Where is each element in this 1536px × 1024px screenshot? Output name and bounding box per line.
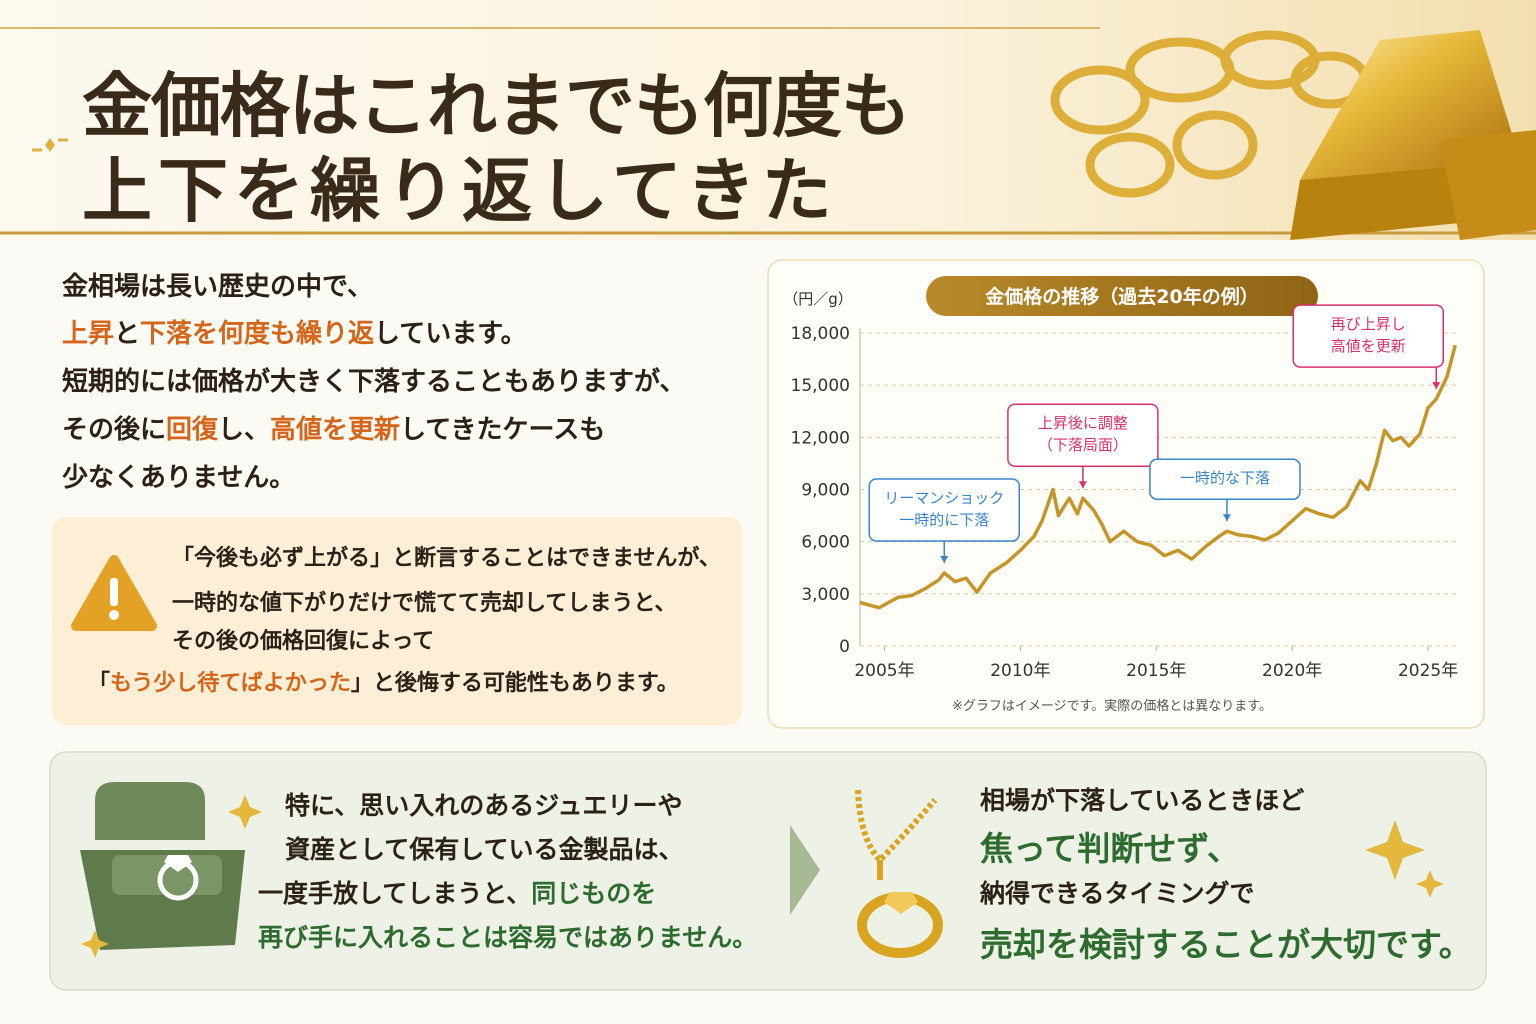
text-segment: してきたケースも — [400, 415, 606, 445]
x-tick-label: 2005年 — [854, 661, 914, 681]
text-segment: 売却を検討することが大切です。 — [980, 925, 1472, 964]
text-segment: 相場が下落しているときほど — [980, 786, 1305, 815]
callout-text: 上昇後に調整 — [1038, 414, 1128, 432]
callout-box — [1292, 304, 1445, 368]
title-line: 上下を繰り返してきた — [82, 149, 838, 232]
y-tick-label: 12,000 — [791, 428, 850, 448]
price-line — [859, 344, 1457, 610]
x-tick-label: 2025年 — [1398, 661, 1458, 681]
text-line: 特に、思い入れのあるジュエリーや — [285, 786, 683, 822]
callout-text: リーマンショック — [884, 489, 1004, 507]
text-line: 資産として保有している金製品は、 — [285, 830, 684, 866]
text-segment: 金相場は長い歴史の中で、 — [62, 272, 373, 302]
text-segment: 同じものを — [531, 879, 657, 908]
callout-arrow — [1078, 481, 1087, 489]
callout-arrow — [940, 555, 949, 563]
y-tick-label: 6,000 — [801, 533, 850, 553]
text-segment: し、 — [218, 415, 271, 445]
text-line: 売却を検討することが大切です。 — [980, 918, 1472, 966]
notice-box — [52, 517, 742, 725]
chart: 金価格の推移（過去20年の例） （円／g） 0 3,000 6,000 9,000 12,0… — [783, 276, 1458, 714]
y-tick-label: 18,000 — [791, 324, 850, 344]
y-tick-label: 15,000 — [791, 376, 850, 396]
text-segment: 焦って判断せず、 — [980, 829, 1241, 868]
text-segment: 」と後悔する可能性もあります。 — [350, 671, 679, 696]
text-line: 焦って判断せず、 — [980, 822, 1240, 870]
text-segment: しています。 — [374, 319, 527, 349]
y-unit: （円／g） — [783, 290, 853, 308]
text-segment: と — [114, 319, 141, 349]
callout-text: 高値を更新 — [1331, 337, 1406, 355]
text-segment: 資産として保有している金製品は、 — [285, 835, 684, 864]
text-line: 相場が下落しているときほど — [980, 781, 1304, 817]
chart-title-bg — [926, 276, 1318, 316]
chart-panel — [767, 259, 1485, 729]
text-segment: その後に — [62, 415, 167, 445]
text-line: 再び手に入れることは容易ではありません。 — [258, 918, 757, 954]
y-tick-label: 0 — [839, 637, 850, 657]
text-segment: 納得できるタイミングで — [980, 879, 1255, 908]
text-segment: 「 — [88, 671, 111, 696]
y-tick-label: 9,000 — [801, 481, 850, 501]
text-line: その後に回復し、高値を更新してきたケースも — [62, 409, 605, 446]
text-segment: 高値を更新 — [270, 415, 401, 445]
callout-box — [1007, 403, 1159, 467]
text-segment: 特に、思い入れのあるジュエリーや — [285, 791, 683, 820]
x-tick-label: 2020年 — [1262, 661, 1322, 681]
sparkles — [81, 795, 1444, 958]
text-segment: その後の価格回復によって — [172, 629, 435, 654]
text-line: 少なくありません。 — [62, 457, 295, 494]
text-segment: 「今後も必ず上がる」と断言することはできませんが、 — [172, 546, 721, 571]
text-line: 一時的な値下がりだけで慌てて売却してしまうと、 — [172, 585, 676, 617]
callout-box — [868, 478, 1021, 542]
text-line: 金相場は長い歴史の中で、 — [62, 266, 373, 303]
text-line: 「もう少し待てばよかった」と後悔する可能性もあります。 — [88, 665, 679, 697]
warning-icon — [71, 555, 157, 631]
ring-gem — [884, 892, 918, 914]
text-line: その後の価格回復によって — [172, 623, 434, 655]
chart-title: 金価格の推移（過去20年の例） — [985, 285, 1258, 308]
y-tick-label: 3,000 — [801, 585, 850, 605]
text-line: 「今後も必ず上がる」と断言することはできませんが、 — [172, 540, 721, 572]
arrow — [790, 825, 820, 915]
sparkle — [32, 138, 68, 152]
x-tick-label: 2010年 — [990, 661, 1050, 681]
text-segment: 下落を何度も繰り返 — [140, 319, 375, 349]
callout: 上昇後に調整 （下落局面） — [1007, 403, 1159, 489]
callout-box — [1149, 458, 1301, 500]
callout-text: 一時的に下落 — [899, 511, 989, 529]
text-segment: 再び手に入れることは容易ではありません。 — [258, 923, 758, 952]
text-segment: 少なくありません。 — [62, 463, 296, 493]
title-line: 金価格はこれまでも何度も — [82, 64, 911, 147]
text-segment: 一時的な値下がりだけで慌てて売却してしまうと、 — [172, 591, 677, 616]
text-segment: 上昇 — [62, 319, 115, 349]
callout-text: 一時的な下落 — [1180, 469, 1270, 487]
text-line: 短期的には価格が大きく下落することもありますが、 — [62, 361, 685, 398]
text-line: 一度手放してしまうと、同じものを — [258, 874, 656, 910]
gold-bar — [1290, 30, 1536, 240]
text-segment: 回復 — [166, 415, 219, 445]
chains — [1050, 30, 1370, 198]
ring-box — [80, 782, 245, 950]
x-tick-label: 2015年 — [1126, 661, 1186, 681]
text-segment: もう少し待てばよかった — [110, 671, 351, 696]
chart-note: ※グラフはイメージです。実際の価格とは異なります。 — [952, 698, 1272, 714]
callout-arrow — [1432, 382, 1441, 390]
closing-box — [49, 751, 1487, 991]
text-line: 納得できるタイミングで — [980, 874, 1255, 910]
callout-text: 再び上昇し — [1331, 315, 1406, 333]
text-line: 上昇と下落を何度も繰り返しています。 — [62, 313, 527, 350]
text-segment: 短期的には価格が大きく下落することもありますが、 — [62, 367, 686, 397]
text-segment: 一度手放してしまうと、 — [258, 879, 532, 908]
callout: 一時的な下落 — [1149, 458, 1301, 522]
callout-arrow — [1222, 514, 1231, 522]
callout-text: （下落局面） — [1038, 436, 1128, 454]
